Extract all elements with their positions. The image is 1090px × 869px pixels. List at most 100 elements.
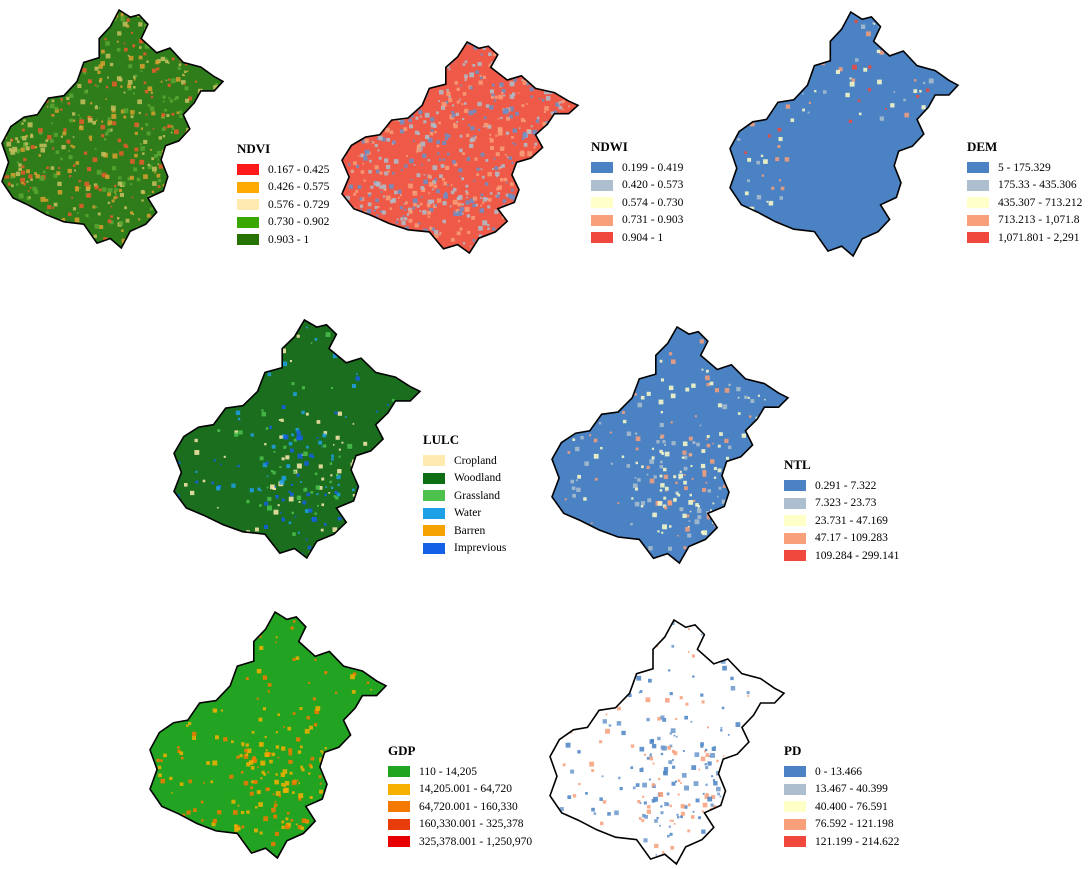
legend-title: GDP xyxy=(388,743,416,758)
region-fill xyxy=(342,42,578,253)
legend-swatch xyxy=(388,766,410,778)
legend-label: 23.731 - 47.169 xyxy=(815,514,888,527)
legend-item: 0.574 - 0.730 xyxy=(591,194,683,212)
legend-label: 0.426 - 0.575 xyxy=(268,181,330,194)
legend-label: 64,720.001 - 160,330 xyxy=(419,800,518,813)
legend-swatch xyxy=(784,515,806,527)
ntl-legend: NTL 0.291 - 7.322 7.323 - 23.73 23.731 - 4… xyxy=(784,457,899,565)
legend-item: 1,071.801 - 2,291 xyxy=(967,229,1082,247)
region-fill xyxy=(730,12,958,256)
legend-swatch xyxy=(423,490,445,502)
legend-item: 14,205.001 - 64,720 xyxy=(388,781,532,799)
legend-label: 0.903 - 1 xyxy=(268,233,310,246)
legend-label: Barren xyxy=(454,524,486,537)
legend-swatch xyxy=(967,197,989,209)
legend-title: NDVI xyxy=(237,141,271,156)
legend-swatch xyxy=(388,836,410,848)
region-boundary xyxy=(1,8,225,250)
ndwi-legend: NDWI 0.199 - 0.419 0.420 - 0.573 0.574 - 0… xyxy=(591,139,683,247)
legend-swatch xyxy=(784,532,806,544)
legend-swatch xyxy=(388,783,410,795)
legend-title: NDWI xyxy=(591,139,628,154)
legend-item: 0.576 - 0.729 xyxy=(237,196,329,214)
legend-title: PD xyxy=(784,743,802,758)
legend-label: Imprevious xyxy=(454,542,507,555)
legend-label: 121.199 - 214.622 xyxy=(815,835,900,848)
legend-swatch xyxy=(784,818,806,830)
ndwi-map xyxy=(341,40,580,255)
legend-item: Imprevious xyxy=(423,540,506,558)
legend-swatch xyxy=(967,162,989,174)
pd-legend: PD 0 - 13.466 13.467 - 40.399 40.400 - 76.… xyxy=(784,743,899,851)
legend-label: 1,071.801 - 2,291 xyxy=(998,231,1080,244)
legend-label: 76.592 - 121.198 xyxy=(815,818,894,831)
legend-title: LULC xyxy=(423,432,460,447)
legend-item: Woodland xyxy=(423,470,506,488)
legend-item: 0.426 - 0.575 xyxy=(237,179,329,197)
legend-label: 713.213 - 1,071.8 xyxy=(998,214,1080,227)
legend-label: 435.307 - 713.212 xyxy=(998,196,1083,209)
legend-item: 7.323 - 23.73 xyxy=(784,495,899,513)
lulc-map xyxy=(173,318,422,560)
legend-label: 0.420 - 0.573 xyxy=(622,179,684,192)
region-boundary xyxy=(729,10,960,258)
legend-item: Water xyxy=(423,505,506,523)
legend-label: 0.199 - 0.419 xyxy=(622,161,684,174)
legend-item: 713.213 - 1,071.8 xyxy=(967,212,1082,230)
legend-swatch xyxy=(784,480,806,492)
legend-swatch xyxy=(388,801,410,813)
legend-item: 121.199 - 214.622 xyxy=(784,833,899,851)
legend-label: 0 - 13.466 xyxy=(815,765,862,778)
legend-label: 175.33 - 435.306 xyxy=(998,179,1077,192)
legend-swatch xyxy=(423,542,445,554)
pd-map xyxy=(549,618,786,866)
legend-swatch xyxy=(784,766,806,778)
legend-label: 0.904 - 1 xyxy=(622,231,664,244)
legend-swatch xyxy=(591,162,613,174)
legend-item: 0.730 - 0.902 xyxy=(237,214,329,232)
legend-item: 0.199 - 0.419 xyxy=(591,159,683,177)
legend-title: DEM xyxy=(967,139,998,154)
legend-item: 325,378.001 - 1,250,970 xyxy=(388,833,532,851)
region-boundary xyxy=(551,325,790,565)
dem-legend: DEM 5 - 175.329 175.33 - 435.306 435.307 -… xyxy=(967,139,1082,247)
legend-swatch xyxy=(237,199,259,211)
region-boundary xyxy=(149,610,388,860)
legend-label: Water xyxy=(454,507,482,520)
legend-label: 160,330.001 - 325,378 xyxy=(419,818,524,831)
legend-title: NTL xyxy=(784,457,811,472)
legend-swatch xyxy=(967,214,989,226)
legend-swatch xyxy=(784,801,806,813)
legend-item: 0.420 - 0.573 xyxy=(591,177,683,195)
legend-label: 0.576 - 0.729 xyxy=(268,198,330,211)
region-boundary xyxy=(173,318,422,560)
legend-item: 0.903 - 1 xyxy=(237,231,329,249)
legend-swatch xyxy=(237,181,259,193)
legend-swatch xyxy=(423,525,445,537)
legend-swatch xyxy=(423,455,445,467)
legend-item: 0.731 - 0.903 xyxy=(591,212,683,230)
legend-swatch xyxy=(423,472,445,484)
gdp-legend: GDP 110 - 14,205 14,205.001 - 64,720 64,72… xyxy=(388,743,532,851)
legend-label: 13.467 - 40.399 xyxy=(815,783,888,796)
legend-label: 0.167 - 0.425 xyxy=(268,163,330,176)
legend-item: 109.284 - 299.141 xyxy=(784,547,899,565)
legend-label: 325,378.001 - 1,250,970 xyxy=(419,835,533,848)
legend-label: Cropland xyxy=(454,454,497,467)
legend-swatch xyxy=(388,818,410,830)
legend-swatch xyxy=(784,783,806,795)
region-fill xyxy=(550,620,784,864)
legend-label: 14,205.001 - 64,720 xyxy=(419,783,512,796)
legend-item: 76.592 - 121.198 xyxy=(784,816,899,834)
legend-item: 23.731 - 47.169 xyxy=(784,512,899,530)
legend-swatch xyxy=(591,179,613,191)
legend-swatch xyxy=(591,232,613,244)
legend-label: Grassland xyxy=(454,489,500,502)
legend-label: 0.731 - 0.903 xyxy=(622,214,684,227)
legend-label: 40.400 - 76.591 xyxy=(815,800,888,813)
legend-swatch xyxy=(237,164,259,176)
lulc-legend: LULC Cropland Woodland Grassland Water Barre… xyxy=(423,432,506,557)
region-boundary xyxy=(549,618,786,866)
gdp-map xyxy=(149,610,388,860)
legend-label: 0.574 - 0.730 xyxy=(622,196,684,209)
